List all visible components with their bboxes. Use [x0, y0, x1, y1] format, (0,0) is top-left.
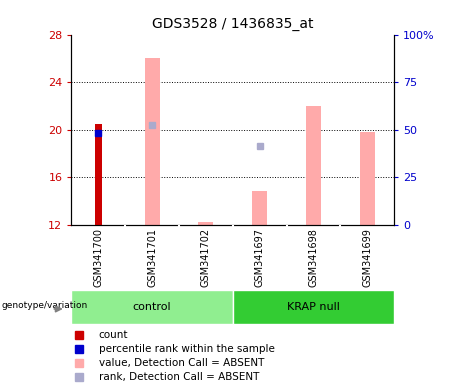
Bar — [252, 191, 267, 225]
Text: count: count — [99, 330, 128, 340]
Text: GSM341702: GSM341702 — [201, 228, 211, 287]
Text: GSM341701: GSM341701 — [147, 228, 157, 287]
Text: GSM341700: GSM341700 — [93, 228, 103, 287]
Bar — [306, 106, 321, 225]
Text: GSM341699: GSM341699 — [362, 228, 372, 287]
Text: percentile rank within the sample: percentile rank within the sample — [99, 344, 275, 354]
Bar — [71, 290, 233, 324]
Bar — [198, 222, 213, 225]
Bar — [360, 132, 375, 225]
Bar — [95, 124, 101, 225]
Text: genotype/variation: genotype/variation — [1, 301, 88, 310]
Text: GSM341697: GSM341697 — [254, 228, 265, 287]
Bar — [233, 290, 394, 324]
Text: value, Detection Call = ABSENT: value, Detection Call = ABSENT — [99, 358, 264, 368]
Text: rank, Detection Call = ABSENT: rank, Detection Call = ABSENT — [99, 372, 259, 382]
Bar — [145, 58, 160, 225]
Text: GSM341698: GSM341698 — [308, 228, 319, 287]
Text: KRAP null: KRAP null — [287, 302, 340, 312]
Text: control: control — [133, 302, 171, 312]
Title: GDS3528 / 1436835_at: GDS3528 / 1436835_at — [152, 17, 313, 31]
